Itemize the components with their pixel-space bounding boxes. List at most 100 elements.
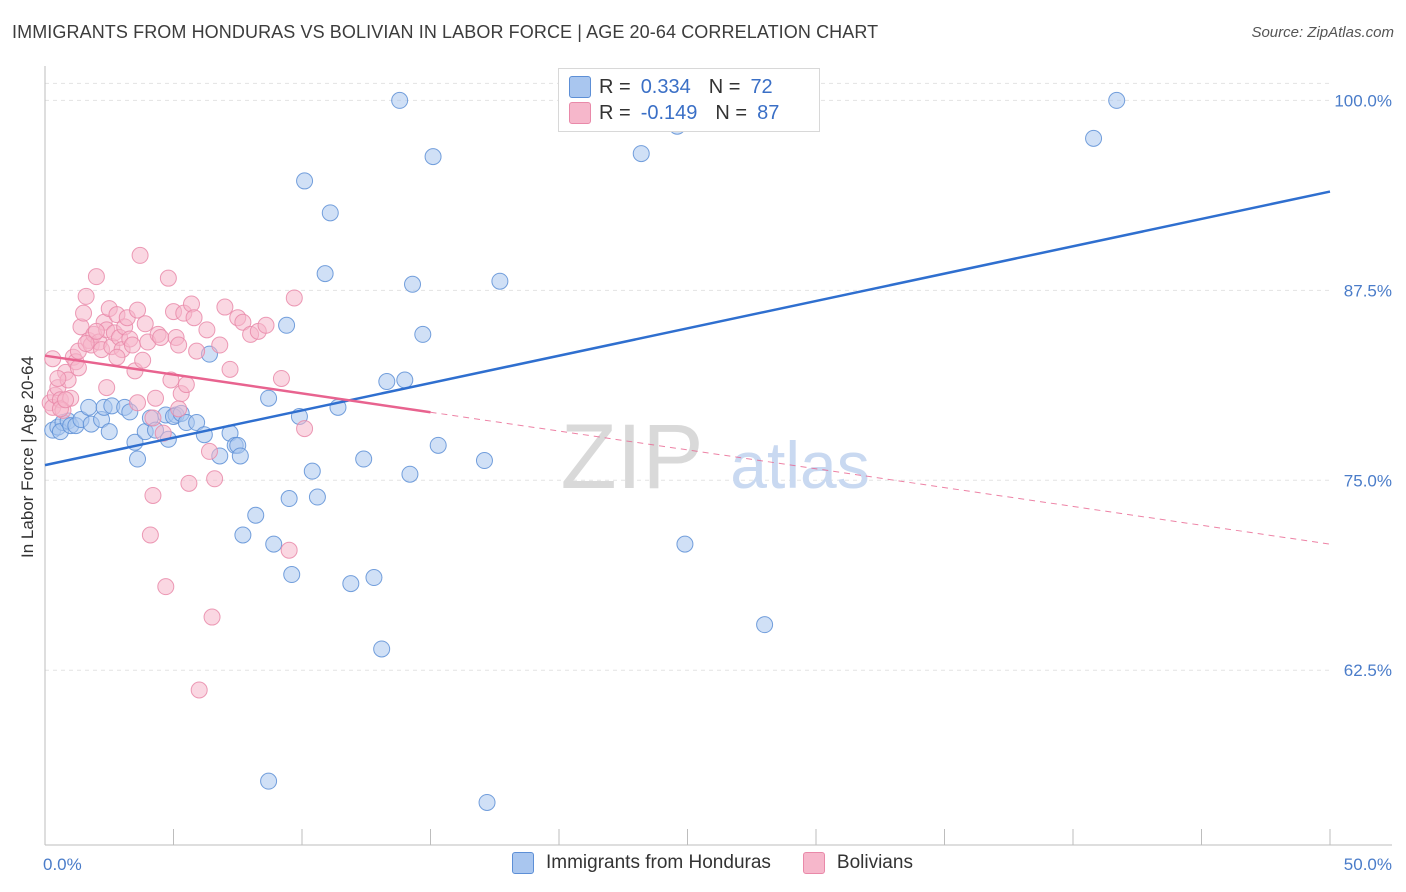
legend-r-label: R = xyxy=(599,101,631,124)
bolivian-point xyxy=(185,309,203,327)
bolivian-point xyxy=(170,400,188,418)
honduras-point xyxy=(283,566,301,584)
legend-label-bolivians: Bolivians xyxy=(836,852,913,873)
honduras-point xyxy=(632,145,650,163)
legend-n-value: 72 xyxy=(750,75,773,98)
honduras-point xyxy=(373,640,391,658)
x-tick-label: 0.0% xyxy=(43,855,82,874)
y-tick-label: 100.0% xyxy=(1334,91,1392,110)
bolivian-point xyxy=(211,336,229,354)
bolivian-point xyxy=(280,541,298,559)
y-tick-label: 87.5% xyxy=(1344,281,1392,300)
honduras-point xyxy=(188,414,206,432)
bolivian-point xyxy=(234,313,252,331)
gridlines xyxy=(45,82,1330,671)
honduras-point xyxy=(234,526,252,544)
bolivian-point xyxy=(190,681,208,699)
bolivian-point xyxy=(108,348,126,366)
honduras-point xyxy=(1108,91,1126,109)
bolivian-point xyxy=(206,470,224,488)
data-points xyxy=(41,91,1126,811)
bolivian-point xyxy=(144,486,162,504)
bolivian-point xyxy=(75,304,93,322)
bolivian-point xyxy=(152,328,170,346)
honduras-point xyxy=(756,616,774,634)
honduras-point xyxy=(1085,129,1103,147)
bolivian-point xyxy=(170,336,188,354)
chart-title: IMMIGRANTS FROM HONDURAS VS BOLIVIAN IN … xyxy=(12,22,879,42)
y-tick-label: 75.0% xyxy=(1344,471,1392,490)
legend-n-label: N = xyxy=(715,101,748,124)
legend-item-bolivians[interactable]: Bolivians xyxy=(802,852,913,874)
bolivian-point xyxy=(87,268,105,286)
honduras-point xyxy=(231,447,249,465)
legend-item-honduras[interactable]: Immigrants from Honduras xyxy=(512,852,771,874)
bolivian-point xyxy=(49,369,67,387)
axes xyxy=(44,66,1392,846)
honduras-point xyxy=(303,462,321,480)
honduras-point xyxy=(401,465,419,483)
series-legend: Immigrants from Honduras Bolivians xyxy=(512,852,945,874)
honduras-point xyxy=(308,488,326,506)
legend-row-bolivians: R = -0.149 N = 87 xyxy=(569,100,780,126)
bolivian-point xyxy=(77,287,95,305)
watermark-atlas: atlas xyxy=(730,428,869,502)
honduras-point xyxy=(260,389,278,407)
bolivian-point xyxy=(221,360,239,378)
honduras-point xyxy=(260,772,278,790)
legend-n-value: 87 xyxy=(757,101,780,124)
honduras-point xyxy=(404,275,422,293)
legend-swatch-pink xyxy=(569,102,591,124)
legend-row-honduras: R = 0.334 N = 72 xyxy=(569,74,773,100)
bolivian-point xyxy=(188,342,206,360)
honduras-point xyxy=(278,316,296,334)
honduras-point xyxy=(280,490,298,508)
bolivian-point xyxy=(159,269,177,287)
y-tick-label: 62.5% xyxy=(1344,661,1392,680)
honduras-point xyxy=(265,535,283,553)
honduras-point xyxy=(129,450,147,468)
bolivian-point xyxy=(200,442,218,460)
bolivian-point xyxy=(257,316,275,334)
honduras-point xyxy=(424,148,442,166)
bolivian-point xyxy=(123,336,141,354)
bolivian-point xyxy=(272,369,290,387)
correlation-legend: R = 0.334 N = 72 R = -0.149 N = 87 xyxy=(558,68,820,132)
honduras-point xyxy=(396,371,414,389)
bolivian-point xyxy=(98,379,116,397)
honduras-point xyxy=(316,265,334,283)
bolivian-point xyxy=(131,246,149,264)
legend-label-honduras: Immigrants from Honduras xyxy=(546,852,771,873)
bolivian-point xyxy=(203,608,221,626)
bolivian-point xyxy=(180,474,198,492)
honduras-point xyxy=(378,373,396,391)
legend-n-label: N = xyxy=(708,75,741,98)
source-label: Source: ZipAtlas.com xyxy=(1251,24,1394,41)
bolivian-point xyxy=(285,289,303,307)
honduras-point xyxy=(676,535,694,553)
bolivian-point xyxy=(77,335,95,353)
honduras-point xyxy=(100,423,118,441)
trend-lines xyxy=(44,190,1331,545)
honduras-point xyxy=(80,398,98,416)
bolivian-point xyxy=(136,315,154,333)
bolivian-point xyxy=(296,420,314,438)
honduras-point xyxy=(365,569,383,587)
honduras-point xyxy=(247,506,265,524)
bolivian-point xyxy=(216,298,234,316)
honduras-point xyxy=(414,325,432,343)
legend-r-label: R = xyxy=(599,75,631,98)
honduras-point xyxy=(342,575,360,593)
honduras-point xyxy=(391,91,409,109)
honduras-point xyxy=(429,436,447,454)
bolivian-point xyxy=(198,321,216,339)
honduras-point xyxy=(355,450,373,468)
x-tick-label: 50.0% xyxy=(1344,855,1392,874)
honduras-point xyxy=(296,172,314,190)
bolivian-point xyxy=(129,394,147,412)
bolivian-point xyxy=(57,391,75,409)
bolivian-point xyxy=(129,301,147,319)
honduras-point xyxy=(475,452,493,470)
bolivian-point xyxy=(134,351,152,369)
